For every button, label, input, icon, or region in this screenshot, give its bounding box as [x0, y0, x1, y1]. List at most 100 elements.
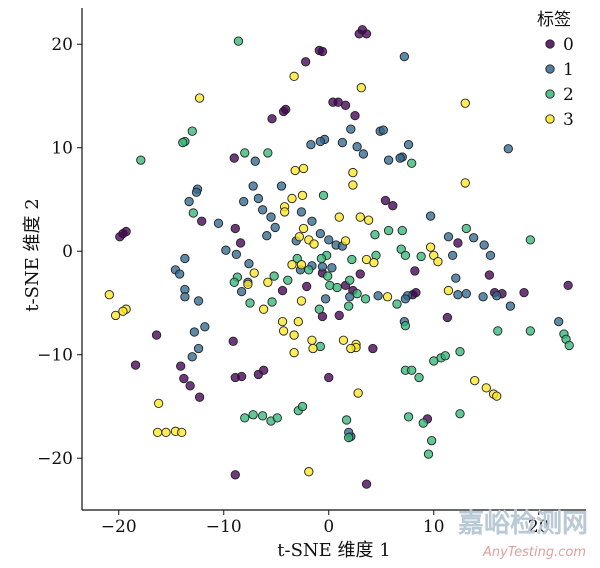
legend-label-3: 3: [563, 110, 574, 130]
data-point-series-3: [289, 348, 299, 358]
data-point-series-1: [250, 156, 260, 166]
data-point-series-3: [277, 316, 288, 327]
data-point-series-0: [334, 310, 344, 321]
data-point-series-2: [400, 250, 411, 261]
y-axis-label: t-SNE 维度 2: [22, 198, 43, 311]
data-point-series-3: [304, 467, 314, 477]
data-point-series-0: [368, 343, 378, 354]
data-point-series-0: [355, 269, 365, 279]
data-point-series-1: [337, 137, 348, 148]
x-axis-label: t-SNE 维度 1: [277, 540, 390, 561]
data-point-series-1: [505, 301, 516, 311]
data-point-series-2: [360, 294, 371, 304]
data-point-series-1: [383, 155, 394, 165]
data-point-series-1: [315, 136, 325, 147]
data-point-series-2: [397, 225, 407, 236]
data-point-series-1: [324, 235, 334, 245]
watermark-cn: 嘉峪检测网: [458, 508, 588, 539]
data-point-series-3: [258, 304, 269, 314]
data-point-series-2: [344, 301, 354, 311]
data-point-series-2: [400, 321, 411, 331]
data-point-series-0: [267, 114, 277, 124]
data-point-series-2: [344, 432, 354, 443]
data-point-series-3: [279, 207, 290, 217]
data-point-series-1: [315, 228, 325, 239]
data-point-series-2: [383, 225, 394, 236]
data-point-series-2: [229, 277, 239, 287]
data-point-series-1: [400, 294, 411, 304]
data-point-series-2: [392, 299, 402, 309]
data-point-series-3: [443, 285, 454, 296]
data-point-series-0: [229, 153, 239, 163]
data-point-series-0: [235, 238, 246, 248]
data-point-series-3: [348, 167, 358, 178]
data-point-series-2: [267, 297, 277, 307]
data-point-series-3: [152, 427, 163, 438]
data-point-series-3: [348, 180, 358, 190]
data-point-series-0: [324, 372, 334, 383]
data-point-series-1: [479, 240, 489, 250]
data-point-series-0: [302, 281, 312, 292]
data-point-series-2: [283, 275, 293, 285]
data-point-series-3: [243, 279, 253, 290]
data-point-series-2: [416, 251, 426, 262]
data-point-series-2: [461, 223, 471, 234]
data-point-series-3: [296, 296, 307, 306]
data-point-series-1: [276, 181, 287, 191]
data-point-series-0: [185, 381, 195, 391]
data-point-series-0: [230, 223, 240, 234]
data-point-series-1: [485, 250, 496, 261]
x-tick-label: −20: [101, 517, 137, 537]
data-point-series-2: [245, 298, 255, 308]
data-point-series-2: [332, 282, 342, 293]
legend-marker-0: [545, 39, 555, 49]
data-point-series-0: [197, 216, 207, 226]
data-point-series-2: [525, 326, 535, 336]
data-point-series-2: [263, 148, 273, 158]
data-point-series-3: [104, 290, 114, 300]
x-tick-label: 20: [528, 517, 550, 537]
y-axis-ticks: −20 −10 0 10 20: [37, 35, 82, 469]
data-point-series-1: [270, 222, 280, 233]
data-point-series-1: [447, 250, 458, 261]
data-point-series-3: [287, 260, 297, 270]
data-point-series-3: [249, 268, 259, 278]
data-point-series-1: [231, 249, 242, 259]
legend-label-2: 2: [563, 85, 574, 105]
data-point-series-2: [318, 190, 329, 200]
y-tick-label: 20: [51, 35, 73, 55]
data-point-series-2: [233, 36, 244, 46]
data-point-series-2: [423, 449, 434, 459]
data-point-series-2: [188, 208, 198, 218]
data-point-series-1: [320, 294, 331, 304]
data-point-series-1: [180, 292, 190, 302]
data-point-series-1: [306, 139, 316, 150]
data-point-series-2: [426, 436, 437, 446]
data-point-series-3: [298, 223, 309, 234]
data-point-series-2: [240, 413, 250, 423]
data-point-series-3: [353, 388, 363, 398]
data-point-series-2: [418, 418, 428, 428]
data-point-series-1: [492, 291, 502, 301]
data-point-series-1: [453, 290, 463, 300]
data-point-series-1: [468, 233, 479, 243]
data-points: [104, 25, 574, 489]
data-point-series-3: [309, 239, 319, 249]
data-point-series-2: [257, 411, 268, 421]
data-point-series-0: [300, 57, 311, 67]
data-point-series-2: [440, 351, 450, 361]
data-point-series-2: [347, 254, 357, 265]
data-point-series-3: [369, 257, 379, 268]
data-point-series-1: [257, 205, 268, 215]
legend-marker-3: [545, 114, 555, 124]
x-tick-label: −10: [206, 517, 242, 537]
y-tick-label: 0: [62, 242, 73, 262]
data-point-series-3: [289, 330, 299, 340]
legend-label-1: 1: [563, 60, 574, 80]
data-point-series-0: [277, 285, 288, 296]
data-point-series-1: [307, 216, 317, 226]
data-point-series-2: [370, 230, 380, 240]
data-point-series-0: [115, 232, 125, 242]
data-point-series-3: [355, 212, 365, 222]
data-point-series-2: [272, 413, 282, 423]
